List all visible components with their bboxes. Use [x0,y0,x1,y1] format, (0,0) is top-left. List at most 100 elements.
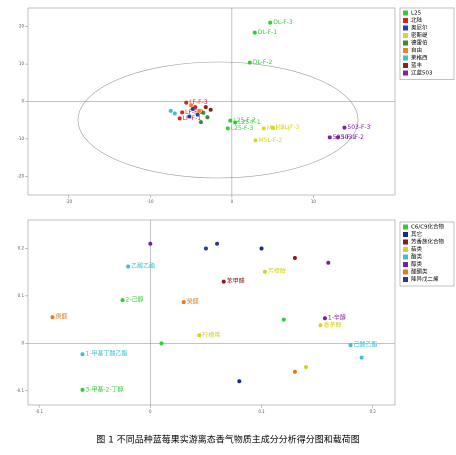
legend-swatch [403,18,408,23]
legend-label: 德雷伯 [411,39,428,47]
legend-swatch [403,247,408,252]
x-tick-label: 0 [231,199,234,204]
point [326,260,331,265]
point [180,110,185,115]
legend-label: 北陆 [411,16,423,24]
x-tick-label: -20 [66,199,73,204]
point-label: 3-甲基-2-丁醇 [85,385,123,393]
point [159,341,164,346]
y-tick-label: 10 [19,61,25,66]
legend-label: 醇类 [411,260,423,268]
point [252,30,257,35]
legend-label: 芳香族化合物 [411,238,445,246]
x-tick-label: 0.1 [258,409,265,414]
point [197,333,202,338]
point [262,269,267,274]
point [168,108,173,113]
point [233,120,238,125]
legend-label: L25 [411,11,422,17]
point-label: 香茅醇 [323,321,341,329]
point-label: 柠檬烯 [202,331,220,339]
point [184,100,189,105]
y-tick-label: -0.1 [16,388,24,393]
point [348,343,353,348]
point [342,125,347,130]
point [120,298,125,303]
point-label: DL-F-3 [273,19,293,26]
point-label: L25-F-3 [231,125,254,132]
point-label: 苯甲醛 [227,277,245,285]
point [50,315,55,320]
point [261,126,266,131]
point-label: MSL-F-3 [276,124,300,131]
point-label: 芳樟醇 [268,267,286,275]
legend-frame [399,7,455,80]
point-label: LF-F-3 [189,99,208,106]
legend-swatch [403,33,408,38]
point-label: L25-F-1 [238,119,261,126]
legend-swatch [403,63,408,68]
point-label: LF-F-2 [185,109,204,116]
point-label: L25-F-2 [233,117,256,124]
point [181,300,186,305]
legend-label: 酯类 [411,253,423,261]
point [177,116,182,121]
legend-frame [399,221,455,287]
point [190,106,195,111]
point-label: 癸醛 [187,298,199,306]
x-tick-label: 10 [311,199,317,204]
x-tick-label: 0.2 [370,409,377,414]
legend-swatch [403,70,408,76]
point [203,246,208,251]
point [281,317,286,322]
point [247,60,252,65]
y-tick-label: 0 [21,99,24,104]
legend-swatch [403,232,408,237]
point [322,316,327,321]
point [292,255,297,260]
point-label: LF-F-1 [183,115,202,122]
legend-swatch [403,269,408,275]
legend-swatch [403,254,408,260]
y-tick-label: 20 [19,24,25,29]
point [172,111,177,116]
point [292,369,297,374]
point [189,103,194,108]
point [259,246,264,251]
point-label: MSL-F-1 [267,125,291,132]
point-label: DL-F-1 [258,29,278,36]
point-label: 1-甲基丁酸乙酯 [85,350,127,358]
point-label: 503-F-2 [341,134,364,141]
caption: 图 1 不同品种蓝莓果实游离态香气物质主成分分析得分图和载荷图 [96,434,359,446]
y-tick-label: 0.1 [18,293,25,298]
point-label: 乙酸乙酯 [131,262,155,270]
hotelling-ellipse [77,61,359,179]
legend-label: 降异戊二烯 [411,275,439,283]
point-label: 503-F-1 [333,134,356,141]
legend-label: 辽蓝503 [411,69,433,77]
point [318,323,323,328]
legend-label: 密斯缇 [411,31,428,39]
point [203,105,208,110]
point [148,241,153,246]
y-tick-label: -20 [17,173,24,178]
point [225,126,230,131]
point-label: 1-辛醇 [328,314,346,322]
legend-label: 其它 [411,230,422,238]
point-label: 庚醛 [55,313,67,321]
legend-label: 自由 [411,46,422,54]
plot-frame [27,219,396,406]
y-tick-label: 0.2 [18,245,25,250]
legend-swatch [403,277,408,282]
point-label: MSL-F-2 [259,137,283,144]
point [198,120,203,125]
legend-label: 奥尼尔 [411,24,428,32]
legend-label: 蓝丰 [411,61,423,69]
point [237,379,242,384]
x-tick-label: -10 [147,199,154,204]
legend-swatch [403,40,408,46]
point [197,108,202,113]
y-tick-label: 0 [21,340,24,345]
point [208,107,213,112]
